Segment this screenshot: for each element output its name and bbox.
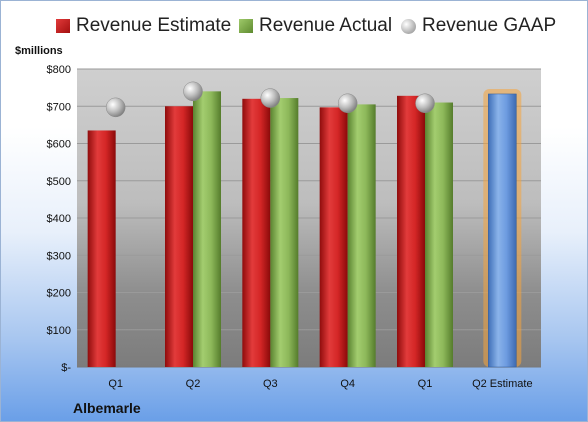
legend-item-actual: Revenue Actual [239, 15, 392, 37]
marker-revenue-gaap [337, 93, 358, 114]
legend-label-estimate: Revenue Estimate [76, 15, 232, 36]
gaap-markers [105, 81, 435, 118]
bar-revenue-actual [193, 91, 221, 367]
x-tick-label: Q3 [263, 378, 278, 390]
y-tick-label: $400 [47, 213, 71, 225]
y-tick-label: $800 [47, 64, 71, 76]
y-axis-ticks: $- $100 $200 $300 $400 $500 $600 $700 $800 [47, 64, 72, 374]
bar-revenue-estimate [165, 106, 193, 367]
legend-swatch-estimate [56, 19, 70, 33]
x-tick-label: Q1 [418, 378, 433, 390]
legend-swatch-actual [239, 19, 253, 33]
y-tick-label: $300 [47, 250, 71, 262]
bar-revenue-estimate [87, 130, 116, 367]
x-tick-label: Q1 [108, 378, 123, 390]
bar-revenue-estimate [319, 107, 348, 368]
marker-revenue-gaap [183, 81, 203, 102]
x-tick-label: Q2 Estimate [472, 378, 533, 390]
legend: Revenue Estimate Revenue Actual Revenue … [1, 15, 587, 45]
bar-revenue-estimate-forecast [488, 93, 517, 368]
gridlines [77, 68, 541, 368]
legend-label-gaap: Revenue GAAP [422, 15, 557, 36]
bar-revenue-actual [270, 98, 299, 368]
legend-item-gaap: Revenue GAAP [401, 15, 556, 37]
y-tick-label: $600 [47, 139, 71, 151]
y-tick-label: $200 [47, 288, 71, 300]
x-axis-ticks: Q1 Q2 Q3 Q4 Q1 Q2 Estimate [108, 378, 532, 390]
y-tick-label: $700 [47, 101, 71, 113]
marker-revenue-gaap [415, 93, 435, 114]
company-name: Albemarle [73, 400, 141, 416]
bar-revenue-actual [347, 104, 376, 367]
legend-item-estimate: Revenue Estimate [56, 15, 231, 37]
bar-revenue-actual [425, 102, 453, 368]
y-axis-unit-label: $millions [15, 45, 63, 57]
marker-revenue-gaap [260, 88, 281, 108]
x-tick-label: Q2 [186, 378, 201, 390]
bar-revenue-estimate [397, 95, 425, 367]
bars [87, 88, 522, 368]
bar-revenue-estimate [242, 98, 271, 368]
y-tick-label: $- [61, 362, 71, 374]
marker-revenue-gaap [105, 97, 126, 118]
legend-label-actual: Revenue Actual [259, 15, 393, 36]
y-tick-label: $500 [47, 176, 71, 188]
y-tick-label: $100 [47, 325, 71, 337]
legend-swatch-gaap [401, 18, 416, 34]
x-tick-label: Q4 [340, 378, 355, 390]
